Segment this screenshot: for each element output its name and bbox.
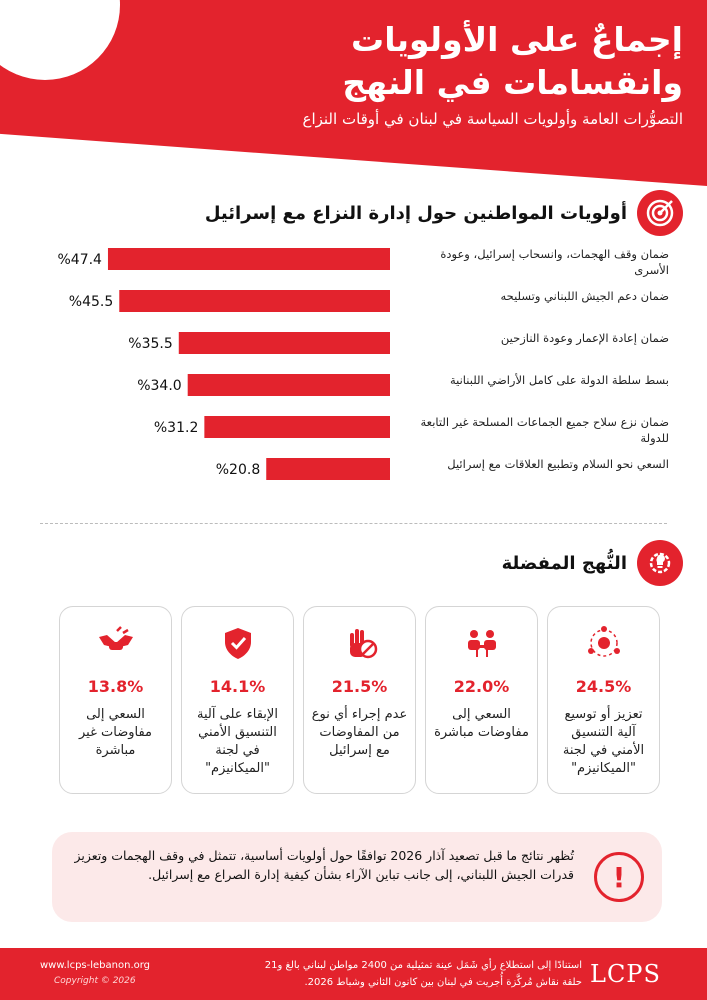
bar-category-label: السعي نحو السلام وتطبيع العلاقات مع إسرا… bbox=[447, 457, 669, 471]
meeting-icon bbox=[462, 623, 502, 663]
approach-percent: 14.1% bbox=[209, 677, 266, 696]
network-icon bbox=[584, 623, 624, 663]
priorities-heading: أولويات المواطنين حول إدارة النزاع مع إس… bbox=[205, 190, 683, 236]
page-title: إجماعٌ على الأولويات وانقسامات في النهج bbox=[342, 20, 683, 102]
bar-value-label: %45.5 bbox=[69, 294, 113, 310]
approach-card: 24.5% تعزيز أو توسيع آلية التنسيق الأمني… bbox=[547, 606, 660, 794]
approach-card: 13.8% السعي إلى مفاوضات غير مباشرة bbox=[59, 606, 172, 794]
bar-5 bbox=[266, 458, 390, 480]
stop-hand-icon bbox=[340, 623, 380, 663]
approach-label: السعي إلى مفاوضات غير مباشرة bbox=[78, 707, 153, 758]
note-text: تُظهر نتائج ما قبل تصعيد آذار 2026 توافق… bbox=[74, 848, 574, 882]
target-icon bbox=[637, 190, 683, 236]
bar-value-label: %47.4 bbox=[57, 252, 102, 268]
approach-cards: 24.5% تعزيز أو توسيع آلية التنسيق الأمني… bbox=[57, 606, 660, 794]
approach-percent: 21.5% bbox=[331, 677, 388, 696]
footer-source-line2: حلقة نقاش مُركَّزة أُجريت في لبنان بين ك… bbox=[304, 977, 582, 988]
approach-label: تعزيز أو توسيع آلية التنسيق الأمني في لج… bbox=[562, 707, 645, 776]
footer-url[interactable]: www.lcps-lebanon.org bbox=[40, 960, 151, 971]
bar-category-label: ضمان إعادة الإعمار وعودة النازحين bbox=[500, 331, 669, 345]
bar-3 bbox=[187, 374, 390, 396]
bar-value-label: %35.5 bbox=[128, 336, 172, 352]
exclamation-icon: ! bbox=[594, 852, 644, 902]
approach-label: الإبقاء على آلية التنسيق الأمني في لجنة … bbox=[197, 707, 278, 776]
gear-lightbulb-icon bbox=[637, 540, 683, 586]
footer-source: استنادًا إلى استطلاع رأي شَمَل عينة تمثي… bbox=[182, 957, 582, 991]
approaches-heading: النُّهج المفضلة bbox=[502, 540, 683, 586]
bar-value-label: %20.8 bbox=[216, 462, 260, 478]
bar-category-label: ضمان دعم الجيش اللبناني وتسليحه bbox=[500, 289, 670, 303]
approach-percent: 13.8% bbox=[87, 677, 144, 696]
approach-card: 21.5% عدم إجراء أي نوع من المفاوضات مع إ… bbox=[303, 606, 416, 794]
bar-value-label: %34.0 bbox=[137, 378, 181, 394]
bar-4 bbox=[204, 416, 390, 438]
handshake-icon bbox=[96, 623, 136, 663]
lcps-logo: LCPS bbox=[590, 960, 661, 988]
approach-percent: 22.0% bbox=[453, 677, 510, 696]
approach-card: 22.0% السعي إلى مفاوضات مباشرة bbox=[425, 606, 538, 794]
bar-2 bbox=[178, 332, 390, 354]
bar-category-label: بسط سلطة الدولة على كامل الأراضي اللبنان… bbox=[449, 373, 669, 387]
approaches-title: النُّهج المفضلة bbox=[501, 552, 627, 574]
priorities-bar-chart: %47.4 %45.5 %35.5 %34.0 %31.2 %20.8 bbox=[57, 248, 391, 480]
approach-label: السعي إلى مفاوضات مباشرة bbox=[434, 707, 529, 740]
section-divider bbox=[40, 523, 667, 524]
approach-label: عدم إجراء أي نوع من المفاوضات مع إسرائيل bbox=[311, 707, 408, 758]
bar-category-label: ضمان وقف الهجمات، وانسحاب إسرائيل، وعودة… bbox=[440, 247, 669, 277]
shield-check-icon bbox=[218, 623, 258, 663]
approach-card: 14.1% الإبقاء على آلية التنسيق الأمني في… bbox=[181, 606, 294, 794]
priorities-title: أولويات المواطنين حول إدارة النزاع مع إس… bbox=[204, 202, 627, 224]
bar-1 bbox=[119, 290, 391, 312]
bar-category-label: ضمان نزع سلاح جميع الجماعات المسلحة غير … bbox=[420, 415, 669, 445]
page-subtitle: التصوُّرات العامة وأولويات السياسة في لب… bbox=[302, 110, 683, 128]
footer-source-line1: استنادًا إلى استطلاع رأي شَمَل عينة تمثي… bbox=[264, 960, 582, 971]
footer: LCPS استنادًا إلى استطلاع رأي شَمَل عينة… bbox=[0, 948, 707, 1000]
approach-percent: 24.5% bbox=[575, 677, 632, 696]
findings-note: ! تُظهر نتائج ما قبل تصعيد آذار 2026 توا… bbox=[52, 832, 662, 922]
bar-0 bbox=[107, 248, 390, 270]
footer-copyright: Copyright © 2026 bbox=[54, 976, 136, 986]
bar-value-label: %31.2 bbox=[154, 420, 198, 436]
